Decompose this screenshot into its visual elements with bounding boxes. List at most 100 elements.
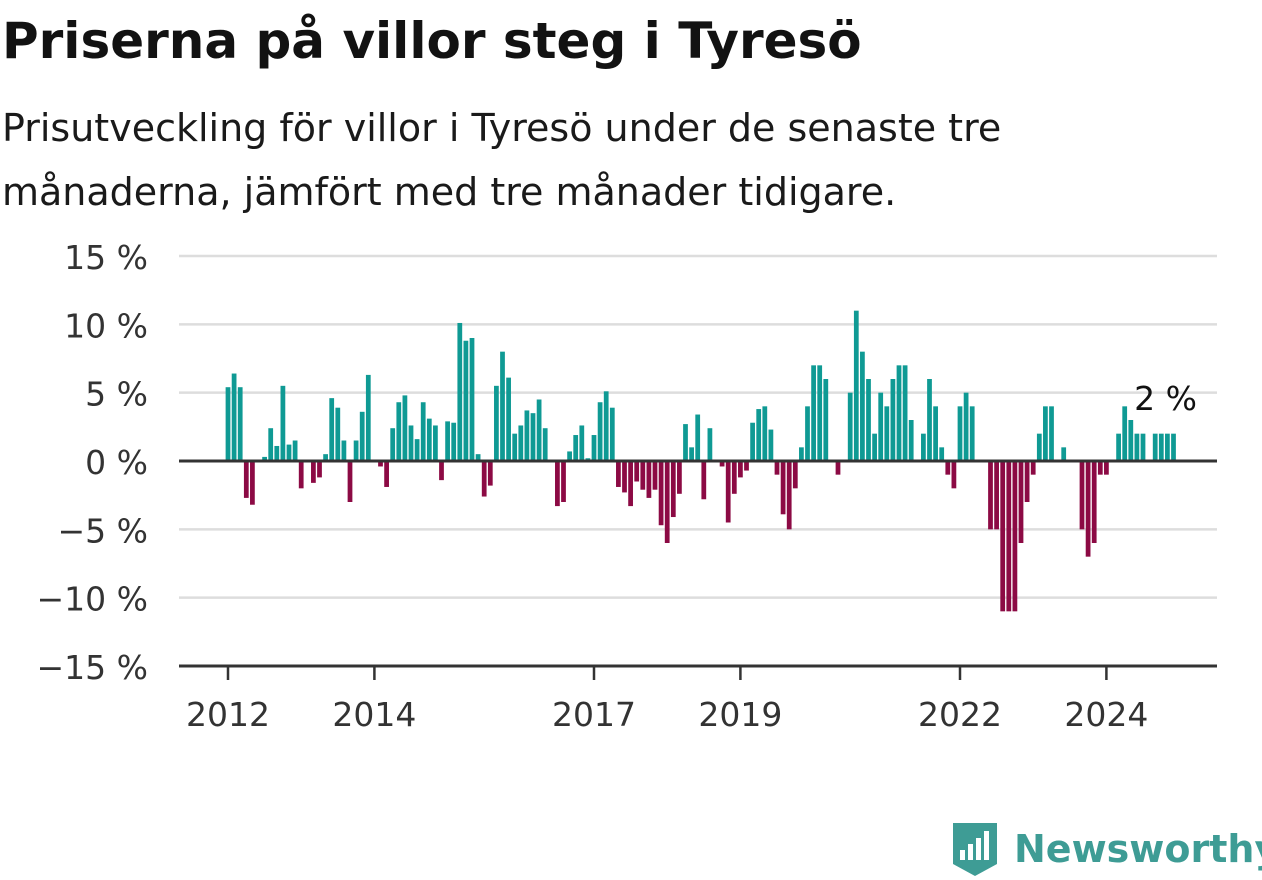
bar bbox=[823, 379, 829, 461]
bar bbox=[231, 373, 237, 461]
bar bbox=[280, 385, 286, 461]
bar bbox=[707, 428, 713, 461]
bar bbox=[1061, 447, 1067, 461]
x-tick-label: 2019 bbox=[698, 695, 782, 734]
bar bbox=[475, 454, 481, 461]
bar bbox=[426, 418, 432, 461]
bar bbox=[439, 461, 444, 481]
bar bbox=[988, 461, 993, 530]
bar bbox=[860, 351, 865, 461]
bar bbox=[268, 428, 274, 461]
bar bbox=[500, 351, 505, 461]
bar bbox=[622, 461, 627, 493]
bar bbox=[518, 425, 524, 461]
bar bbox=[469, 338, 475, 461]
bar bbox=[1091, 461, 1097, 543]
bar bbox=[866, 379, 871, 461]
bar bbox=[317, 461, 322, 478]
bar bbox=[378, 461, 383, 467]
bar bbox=[1171, 433, 1176, 461]
bar bbox=[896, 365, 902, 461]
bar bbox=[365, 374, 371, 461]
bar bbox=[628, 461, 633, 507]
bar bbox=[408, 425, 414, 461]
bar bbox=[329, 398, 335, 461]
bar bbox=[512, 433, 518, 461]
bar bbox=[237, 387, 243, 461]
bar bbox=[951, 461, 957, 489]
bar bbox=[652, 461, 658, 490]
bar bbox=[341, 440, 347, 461]
x-tick-label: 2014 bbox=[332, 695, 416, 734]
y-tick-label: 10 % bbox=[64, 306, 148, 345]
bar bbox=[298, 461, 304, 489]
y-tick-label: −5 % bbox=[58, 511, 149, 550]
bar bbox=[243, 461, 249, 498]
bar bbox=[847, 392, 853, 461]
bar bbox=[792, 461, 798, 489]
bar bbox=[524, 410, 530, 461]
bar bbox=[414, 439, 420, 461]
bar bbox=[799, 447, 804, 461]
bar bbox=[1024, 461, 1030, 502]
bar bbox=[603, 391, 609, 461]
bar bbox=[573, 435, 579, 461]
bar bbox=[1152, 433, 1158, 461]
bar bbox=[933, 406, 938, 461]
chart-title: Priserna på villor steg i Tyresö bbox=[2, 12, 862, 70]
bar bbox=[1134, 433, 1140, 461]
x-tick-label: 2022 bbox=[918, 695, 1002, 734]
bar bbox=[225, 387, 231, 461]
bar bbox=[616, 461, 621, 487]
bar bbox=[1036, 433, 1042, 461]
bar bbox=[646, 461, 652, 498]
bar bbox=[1128, 420, 1134, 461]
bar bbox=[884, 406, 890, 461]
bar bbox=[1116, 433, 1121, 461]
bar bbox=[1043, 406, 1048, 461]
bar bbox=[756, 409, 762, 461]
x-tick-label: 2017 bbox=[552, 695, 636, 734]
bar bbox=[555, 461, 560, 507]
bar bbox=[853, 310, 859, 461]
bar bbox=[939, 447, 945, 461]
bar bbox=[1122, 406, 1128, 461]
bar bbox=[774, 461, 780, 475]
bar bbox=[969, 406, 975, 461]
bar bbox=[872, 433, 877, 461]
bar bbox=[597, 402, 603, 461]
bar bbox=[725, 461, 731, 523]
bar bbox=[762, 406, 768, 461]
bar bbox=[262, 456, 267, 461]
bar bbox=[463, 340, 469, 461]
chart-subtitle: Prisutveckling för villor i Tyresö under… bbox=[2, 106, 1002, 214]
bar bbox=[396, 402, 402, 461]
bar bbox=[1085, 461, 1091, 557]
bar bbox=[817, 365, 823, 461]
y-tick-label: 0 % bbox=[85, 443, 148, 482]
bar bbox=[878, 392, 884, 461]
bar bbox=[750, 422, 755, 461]
bar bbox=[890, 379, 896, 461]
bar bbox=[591, 435, 597, 461]
bar bbox=[457, 322, 463, 461]
bar bbox=[1158, 433, 1164, 461]
bar bbox=[805, 406, 810, 461]
bar bbox=[701, 461, 707, 500]
bar bbox=[494, 385, 499, 461]
bar bbox=[353, 440, 359, 461]
bar bbox=[670, 461, 676, 518]
bar bbox=[640, 461, 646, 490]
bar bbox=[250, 461, 255, 505]
bar bbox=[1006, 461, 1012, 612]
bar bbox=[658, 461, 664, 526]
bar bbox=[811, 365, 816, 461]
bar bbox=[994, 461, 999, 530]
bar bbox=[786, 461, 792, 530]
bar bbox=[506, 377, 511, 461]
bar bbox=[780, 461, 786, 515]
last-value-label: 2 % bbox=[1134, 379, 1197, 418]
bar bbox=[384, 461, 389, 487]
bar bbox=[451, 422, 457, 461]
